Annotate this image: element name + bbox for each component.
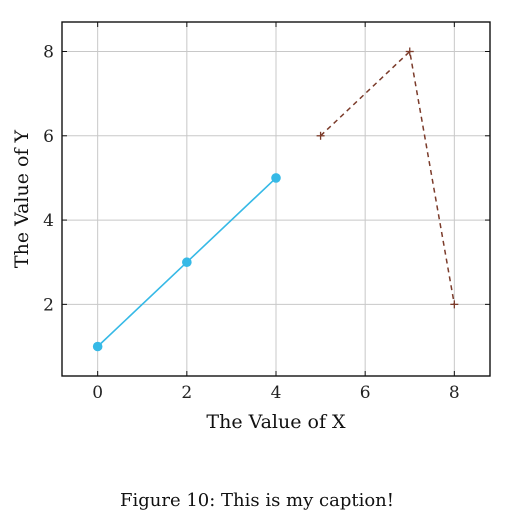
y-axis-label: The Value of Y bbox=[11, 129, 33, 268]
figure-caption: Figure 10: This is my caption! bbox=[119, 490, 394, 511]
data-point bbox=[316, 131, 325, 140]
y-tick-label: 8 bbox=[43, 43, 54, 63]
grid bbox=[62, 22, 490, 376]
y-tick-label: 4 bbox=[43, 211, 54, 231]
x-tick-label: 6 bbox=[360, 383, 371, 403]
data-point bbox=[182, 257, 192, 268]
line-chart: 0 2 4 6 8 2 4 6 8 The Value of X The Value of Y bbox=[11, 21, 491, 433]
x-tick-label: 4 bbox=[271, 383, 282, 403]
ticks: 0 2 4 6 8 2 4 6 8 bbox=[43, 22, 490, 403]
y-tick-label: 2 bbox=[43, 295, 54, 315]
data-point bbox=[271, 173, 281, 183]
series-layer bbox=[92, 47, 459, 352]
data-point bbox=[92, 341, 103, 352]
x-tick-label: 0 bbox=[92, 383, 103, 403]
x-tick-label: 8 bbox=[449, 383, 460, 403]
y-tick-label: 6 bbox=[43, 127, 54, 147]
x-axis-label: The Value of X bbox=[206, 411, 346, 433]
series-line-2 bbox=[320, 49, 456, 305]
data-point bbox=[450, 300, 459, 309]
data-point bbox=[405, 47, 414, 56]
x-tick-label: 2 bbox=[181, 383, 192, 403]
